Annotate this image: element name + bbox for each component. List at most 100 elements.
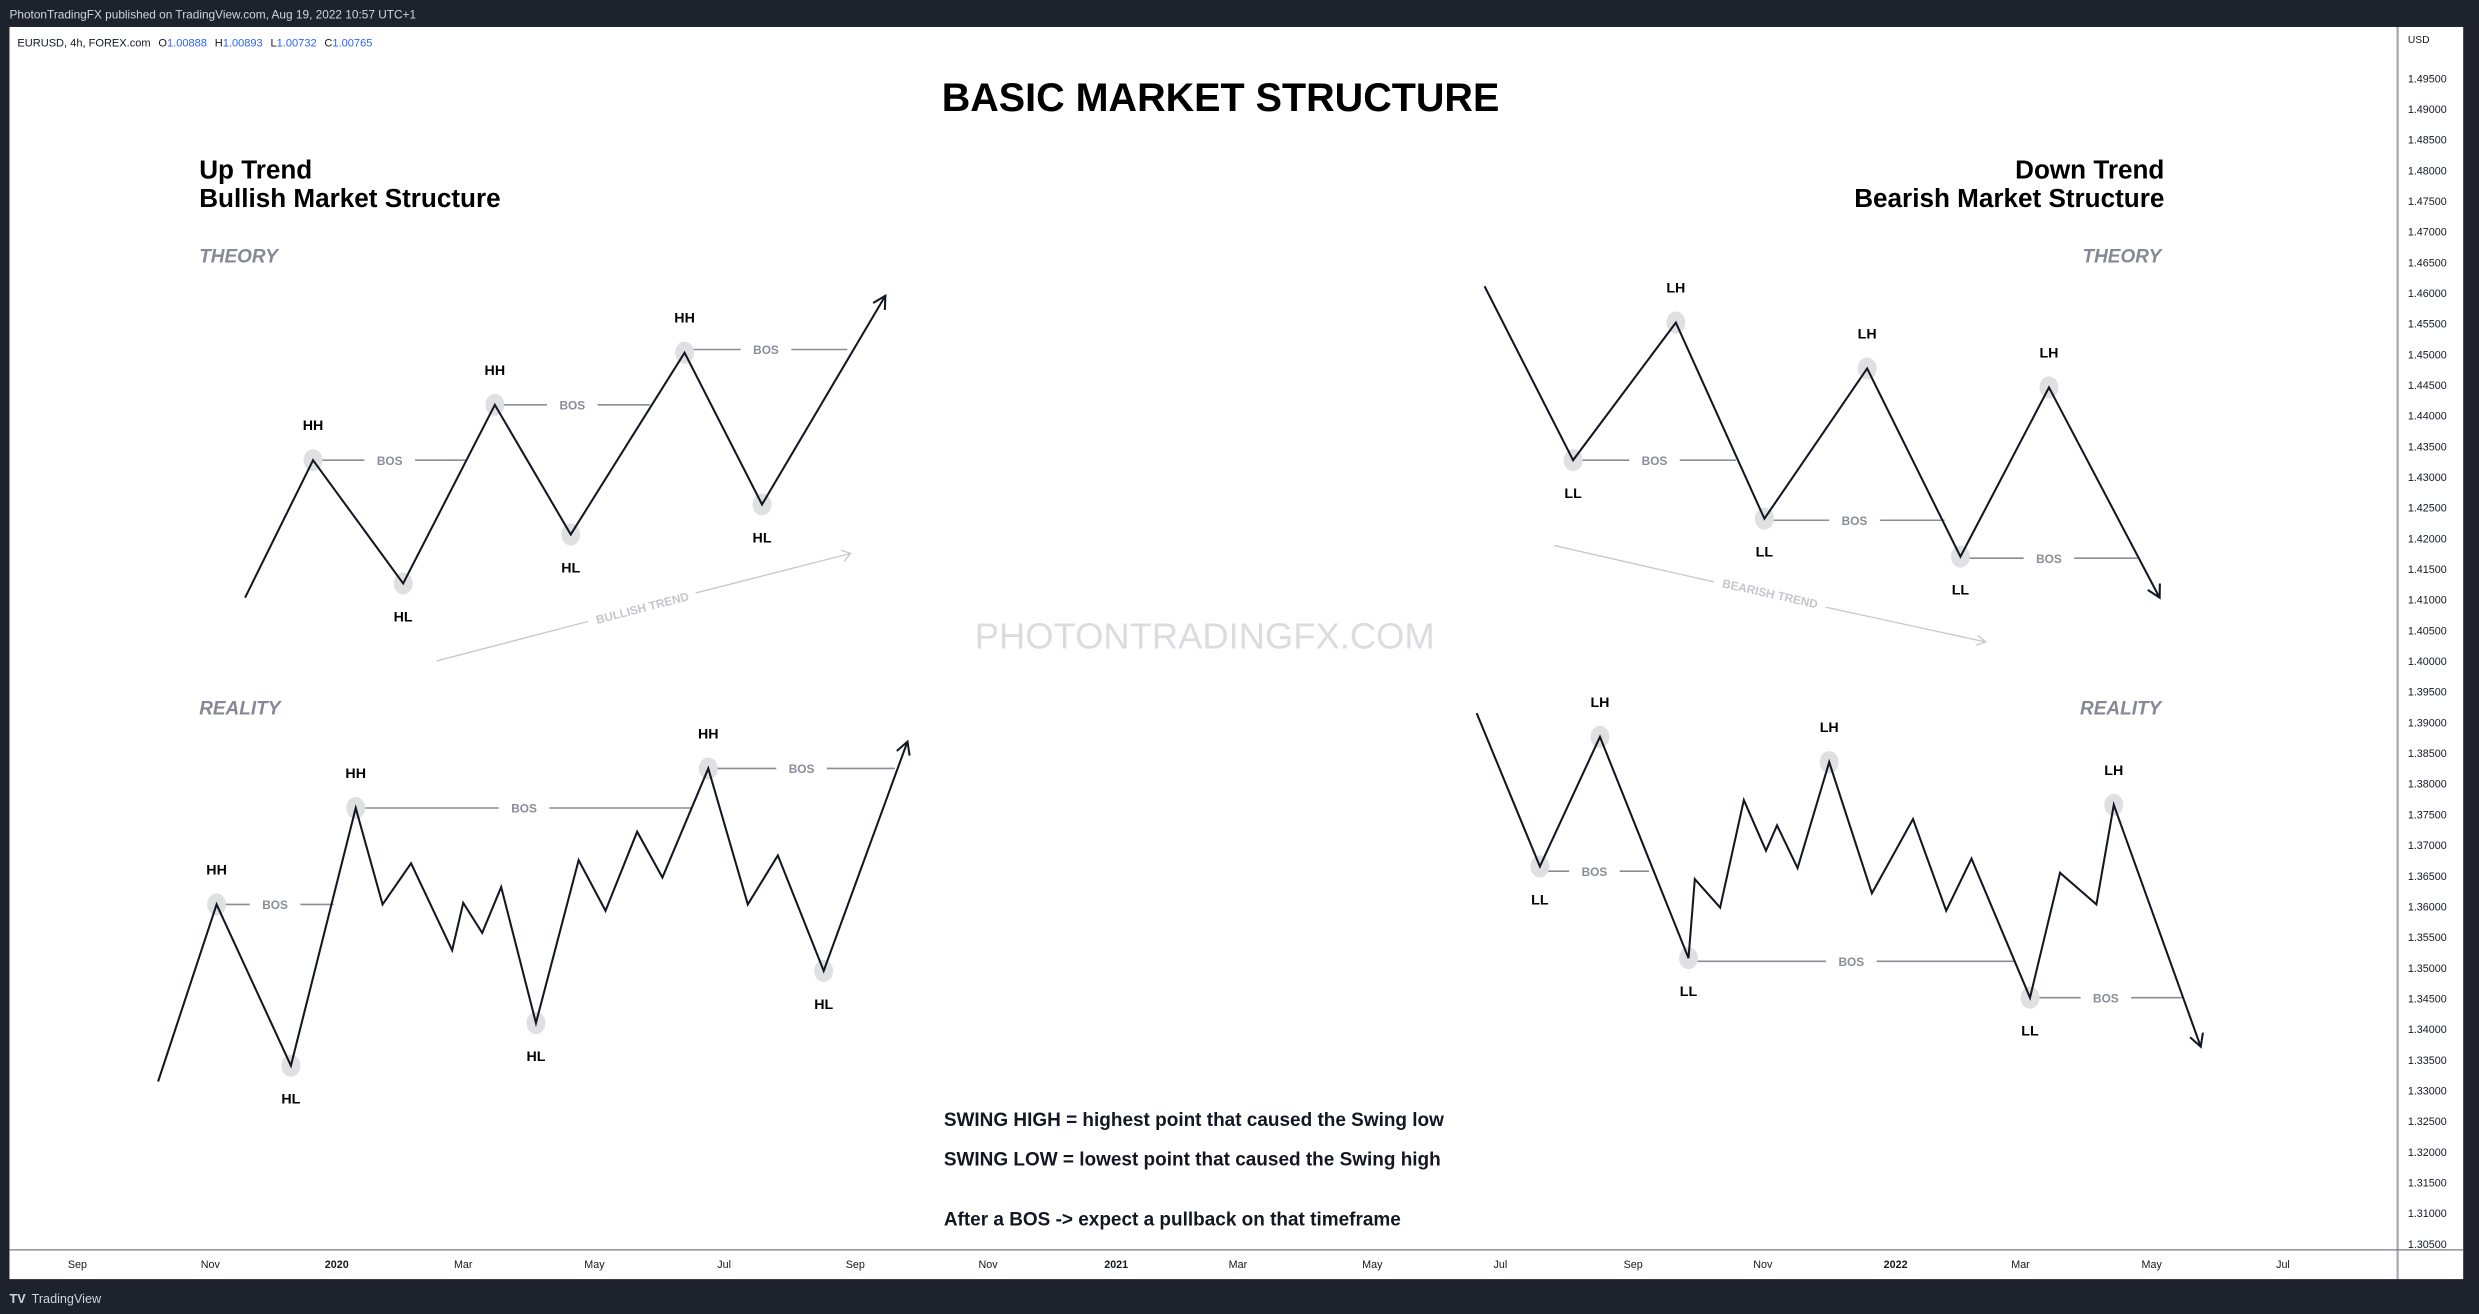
price-tick: 1.49500 [2408,73,2447,85]
swing-label-lh: LH [1590,695,1609,711]
notes: SWING HIGH = highest point that caused t… [944,1110,1444,1231]
left-reality-label: REALITY [199,699,282,720]
bos-label: BOS [1842,514,1868,528]
price-tick: 1.43500 [2408,441,2447,453]
price-tick: 1.37500 [2408,809,2447,821]
price-tick: 1.35500 [2408,932,2447,944]
time-tick: May [1362,1259,1383,1271]
price-tick: 1.34000 [2408,1024,2447,1036]
price-tick: 1.45000 [2408,349,2447,361]
time-tick: Sep [846,1259,865,1271]
swing-label-hl: HL [394,609,413,625]
price-tick: 1.38500 [2408,748,2447,760]
price-tick: 1.40500 [2408,625,2447,637]
swing-label-hh: HH [303,418,324,434]
time-tick: Sep [68,1259,87,1271]
bos-label: BOS [511,802,537,816]
price-tick: 1.49000 [2408,104,2447,116]
swing-label-ll: LL [1952,583,1970,599]
price-tick: 1.47500 [2408,196,2447,208]
price-tick: 1.39000 [2408,717,2447,729]
chart-pane[interactable] [9,26,2397,1280]
time-tick: Nov [979,1259,999,1271]
price-tick: 1.34500 [2408,993,2447,1005]
bos-label: BOS [377,454,403,468]
uptrend-reality-line[interactable] [157,741,909,1082]
right-reality-label: REALITY [2080,699,2163,720]
open-label: O [158,38,167,50]
bos-label: BOS [1582,865,1608,879]
price-tick: 1.37000 [2408,840,2447,852]
swing-label-ll: LL [1680,984,1698,1000]
time-tick: 2022 [1884,1259,1908,1271]
price-tick: 1.41500 [2408,564,2447,576]
downtrend-theory-line-arrowhead-icon [2147,583,2161,600]
bos-label: BOS [2036,552,2062,566]
price-tick: 1.32000 [2408,1147,2447,1159]
bos-label: BOS [1839,955,1865,969]
time-tick: 2021 [1104,1259,1128,1271]
note-swing-low: SWING LOW = lowest point that caused the… [944,1149,1441,1170]
price-tick: 1.36500 [2408,871,2447,883]
downtrend-theory-line[interactable] [1483,285,2161,599]
price-tick: 1.44500 [2408,380,2447,392]
uptrend-theory-line-arrowhead-icon [872,293,887,310]
time-tick: May [584,1259,605,1271]
time-tick: Jul [1493,1259,1507,1271]
time-tick: Jul [2276,1259,2290,1271]
time-tick: May [2142,1259,2163,1271]
price-tick: 1.44000 [2408,411,2447,423]
time-tick: Nov [201,1259,221,1271]
swing-label-lh: LH [1858,326,1877,342]
swing-label-hl: HL [753,530,772,546]
tradingview-logo[interactable]: TV TradingView [9,1292,101,1306]
price-tick: 1.40000 [2408,656,2447,668]
symbol-info[interactable]: EURUSD, 4h, FOREX.com [17,38,150,50]
price-tick: 1.33500 [2408,1055,2447,1067]
high-value: 1.00893 [223,38,263,50]
time-tick: Nov [1753,1259,1773,1271]
low-label: L [271,38,277,50]
bos-label: BOS [559,399,585,413]
bullish-trend-arrow[interactable] [436,549,852,662]
swing-label-ll: LL [1564,486,1582,502]
bos-label: BOS [789,762,815,776]
time-tick: Mar [1229,1259,1248,1271]
swing-label-hl: HL [561,560,580,576]
note-bos-pullback: After a BOS -> expect a pullback on that… [944,1209,1401,1230]
swing-label-hh: HH [345,766,366,782]
swing-label-hl: HL [281,1092,300,1108]
bos-label: BOS [1642,454,1668,468]
high-label: H [215,38,223,50]
tradingview-logo-icon: TV [9,1292,26,1306]
price-tick: 1.31000 [2408,1208,2447,1220]
swing-label-lh: LH [2039,345,2058,361]
swing-label-hh: HH [698,726,719,742]
swing-label-hh: HH [674,311,695,327]
uptrend-reality-line-arrowhead-icon [896,739,911,756]
swing-label-lh: LH [1666,281,1685,297]
bos-label: BOS [262,898,288,912]
price-tick: 1.43000 [2408,472,2447,484]
swing-label-ll: LL [1756,545,1774,561]
price-tick: 1.31500 [2408,1177,2447,1189]
price-tick: 1.38000 [2408,779,2447,791]
price-tick: 1.48500 [2408,135,2447,147]
time-tick: Mar [2011,1259,2030,1271]
uptrend-theory-line[interactable] [244,295,887,599]
time-tick: 2020 [325,1259,349,1271]
bearish-trend-arrow[interactable] [1553,544,1988,646]
currency-label: USD [2408,35,2430,46]
tradingview-brand: TradingView [32,1292,102,1306]
note-swing-high: SWING HIGH = highest point that caused t… [944,1110,1444,1131]
published-text: PhotonTradingFX published on TradingView… [9,7,416,21]
price-tick: 1.35000 [2408,963,2447,975]
swing-label-ll: LL [1531,892,1549,908]
price-tick: 1.36000 [2408,901,2447,913]
downtrend-subtitle: Bearish Market Structure [1854,183,2164,213]
close-label: C [324,38,332,50]
price-axis[interactable] [2398,26,2464,1280]
downtrend-reality-line[interactable] [1475,712,2202,1048]
left-theory-label: THEORY [199,247,280,268]
